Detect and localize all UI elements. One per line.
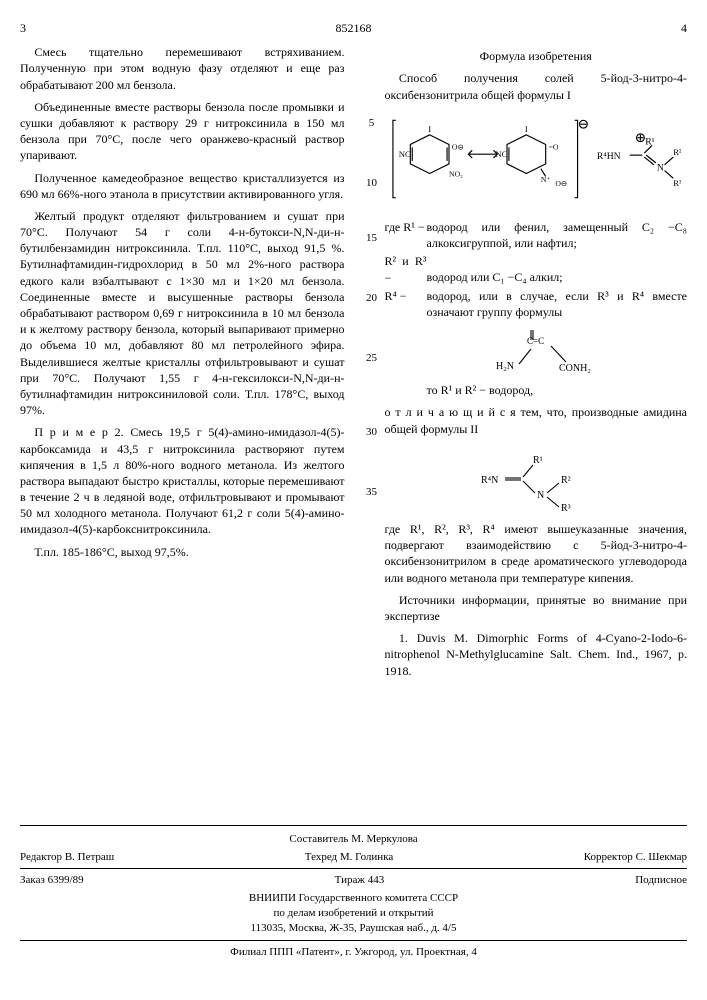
line-number: 35 [366, 485, 377, 500]
left-para-5: П р и м е р 2. Смесь 19,5 г 5(4)-амино-и… [20, 424, 345, 537]
r-definitions: где R¹ −водород или фенил, замещенный C₂… [385, 219, 688, 320]
branch-line: Филиал ППП «Патент», г. Ужгород, ул. Про… [20, 945, 687, 960]
line-number: 25 [366, 351, 377, 366]
page-number-left: 3 [20, 20, 240, 36]
editor-row: Редактор В. Петраш Техред М. Голинка Кор… [20, 850, 687, 865]
r4-def: R⁴ −водород, или в случае, если R³ и R⁴ … [385, 288, 688, 320]
org-address: 113035, Москва, Ж-35, Раушская наб., д. … [20, 921, 687, 936]
line-number: 15 [366, 231, 377, 246]
svg-text:R²: R² [561, 475, 571, 486]
svg-text:I: I [428, 124, 431, 134]
order-row: Заказ 6399/89 Тираж 443 Подписное [20, 873, 687, 888]
svg-text:NC: NC [398, 149, 410, 159]
formula-3-svg: R⁴N R¹ N R² R³ [471, 443, 601, 513]
editor: Редактор В. Петраш [20, 850, 114, 865]
svg-text:O⊖: O⊖ [452, 142, 464, 151]
line-number: 20 [366, 291, 377, 306]
svg-text:N⁺: N⁺ [541, 175, 551, 184]
svg-text:R⁴N: R⁴N [481, 475, 498, 486]
imprint-footer: Составитель М. Меркулова Редактор В. Пет… [20, 825, 687, 960]
sources-title: Источники информации, принятые во вниман… [385, 592, 688, 624]
svg-text:R¹: R¹ [645, 136, 654, 147]
r1-def: где R¹ −водород или фенил, замещенный C₂… [385, 219, 688, 251]
svg-text:R¹: R¹ [533, 455, 543, 466]
line-number-rail: 5 10 15 20 25 30 35 [363, 44, 381, 685]
formula-3: R⁴N R¹ N R² R³ [385, 443, 688, 517]
svg-text:NC: NC [495, 149, 507, 159]
two-column-body: Смесь тщательно перемешивают встряхивани… [20, 44, 687, 685]
svg-text:NO₂: NO₂ [449, 169, 463, 178]
svg-text:R⁴HN: R⁴HN [597, 151, 621, 162]
svg-text:H₂N: H₂N [496, 361, 514, 372]
left-para-2: Объединенные вместе растворы бензола пос… [20, 99, 345, 164]
formula-1: NC I O⊖ NO₂ NC I =O N⁺ [385, 109, 688, 213]
claims-intro: Способ получения солей 5-йод-3-нитро-4-о… [385, 70, 688, 102]
svg-text:R³: R³ [561, 503, 571, 513]
svg-text:O⊖: O⊖ [555, 179, 567, 188]
order: Заказ 6399/89 [20, 873, 84, 888]
divider [20, 940, 687, 941]
page-header: 3 852168 4 [20, 20, 687, 36]
compiler-line: Составитель М. Меркулова [20, 832, 687, 847]
svg-text:N: N [537, 490, 544, 501]
svg-text:N: N [657, 162, 664, 173]
left-para-4: Желтый продукт отделяют фильтрованием и … [20, 208, 345, 418]
divider [20, 868, 687, 869]
distinguishing: о т л и ч а ю щ и й с я тем, что, произв… [385, 404, 688, 436]
left-column: Смесь тщательно перемешивают встряхивани… [20, 44, 345, 685]
svg-text:I: I [525, 124, 528, 134]
document-number: 852168 [243, 20, 463, 36]
formula-1-svg: NC I O⊖ NO₂ NC I =O N⁺ [391, 109, 681, 209]
left-para-3: Полученное камедеобразное вещество крист… [20, 170, 345, 202]
right-column-wrap: 5 10 15 20 25 30 35 Формула изобретения … [363, 44, 688, 685]
line-number: 30 [366, 425, 377, 440]
where-2: где R¹, R², R³, R⁴ имеют вышеуказанные з… [385, 521, 688, 586]
formula-2: H₂N C=C CONH₂ [385, 324, 688, 378]
org-line-1: ВНИИПИ Государственного комитета СССР [20, 891, 687, 906]
svg-text:R²: R² [673, 147, 681, 157]
left-para-1: Смесь тщательно перемешивают встряхивани… [20, 44, 345, 93]
r1r2-condition: то R¹ и R² − водород, [385, 382, 688, 398]
line-number: 5 [369, 116, 375, 131]
svg-text:C=C: C=C [527, 336, 544, 346]
line-number: 10 [366, 176, 377, 191]
svg-text:R³: R³ [673, 178, 681, 188]
org-line-2: по делам изобретений и открытий [20, 906, 687, 921]
svg-text:CONH₂: CONH₂ [559, 363, 591, 374]
reference-1: 1. Duvis M. Dimorphic Forms of 4-Cyano-2… [385, 630, 688, 679]
formula-2-svg: H₂N C=C CONH₂ [471, 324, 601, 374]
svg-text:=O: =O [548, 142, 558, 151]
left-para-6: Т.пл. 185-186°C, выход 97,5%. [20, 544, 345, 560]
claims-title: Формула изобретения [385, 48, 688, 64]
corrector: Корректор С. Шекмар [584, 850, 687, 865]
page-number-right: 4 [467, 20, 687, 36]
techred: Техред М. Голинка [305, 850, 393, 865]
subscription: Подписное [635, 873, 687, 888]
tirage: Тираж 443 [335, 873, 385, 888]
right-column: Формула изобретения Способ получения сол… [385, 44, 688, 685]
r23-def: R² и R³ −водород или C₁ −C₄ алкил; [385, 253, 688, 285]
